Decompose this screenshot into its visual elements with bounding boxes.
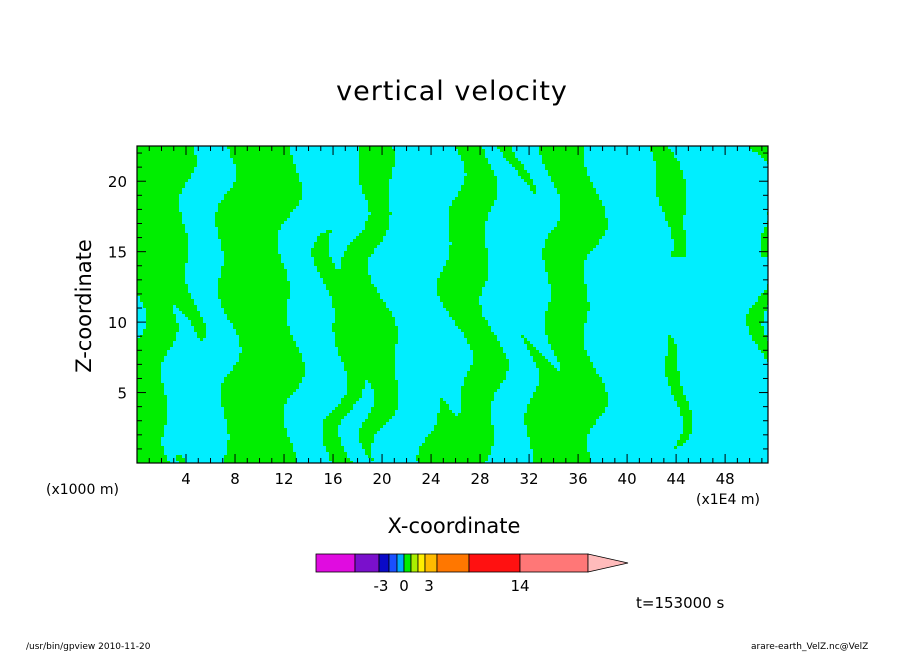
y-tick-label: 5 (117, 385, 127, 403)
positive-velocity-regions (137, 146, 768, 463)
colorbar-label: 3 (424, 577, 434, 595)
colorbar-segment (388, 553, 398, 573)
colorbar-segment (354, 553, 380, 573)
colorbar-segment (396, 553, 405, 573)
x-tick-label: 4 (181, 470, 191, 488)
velocity-field (137, 146, 768, 463)
footer-left: /usr/bin/gpview 2010-11-20 (26, 642, 151, 652)
x-tick-label: 24 (422, 470, 441, 488)
colorbar-label: 0 (399, 577, 409, 595)
colorbar-segment (468, 553, 521, 573)
x-tick-label: 28 (471, 470, 490, 488)
y-tick-label: 15 (108, 244, 127, 262)
colorbar-segment (417, 553, 426, 573)
x-tick-label: 32 (520, 470, 539, 488)
colorbar-segment (410, 553, 419, 573)
y-tick-label: 10 (108, 314, 127, 332)
x-tick-label: 44 (667, 470, 686, 488)
x-tick-label: 36 (569, 470, 588, 488)
x-scale-label: (x1E4 m) (696, 492, 760, 508)
y-tick-label: 20 (108, 173, 127, 191)
colorbar-segment (378, 553, 390, 573)
colorbar-segment (424, 553, 438, 573)
colorbar-segment (519, 553, 589, 573)
x-tick-label: 20 (373, 470, 392, 488)
time-label: t=153000 s (636, 594, 725, 612)
colorbar-segment (315, 553, 356, 573)
x-tick-label: 12 (274, 470, 293, 488)
colorbar-label: -3 (374, 577, 389, 595)
x-unit-label: (x1000 m) (46, 482, 119, 498)
colorbar-extend-arrow (587, 553, 629, 573)
colorbar-segment (436, 553, 470, 573)
colorbar: -3 0 3 14 (315, 553, 629, 595)
x-tick-label: 16 (323, 470, 342, 488)
chart-title: vertical velocity (336, 76, 568, 107)
colorbar-label: 14 (510, 577, 529, 595)
colorbar-segment (403, 553, 412, 573)
x-tick-label: 40 (618, 470, 637, 488)
x-axis-label: X-coordinate (387, 514, 521, 538)
plot-frame (136, 145, 769, 464)
x-tick-label: 48 (716, 470, 735, 488)
footer-right: arare-earth_VelZ.nc@VelZ (751, 642, 869, 652)
x-tick-label: 8 (230, 470, 240, 488)
